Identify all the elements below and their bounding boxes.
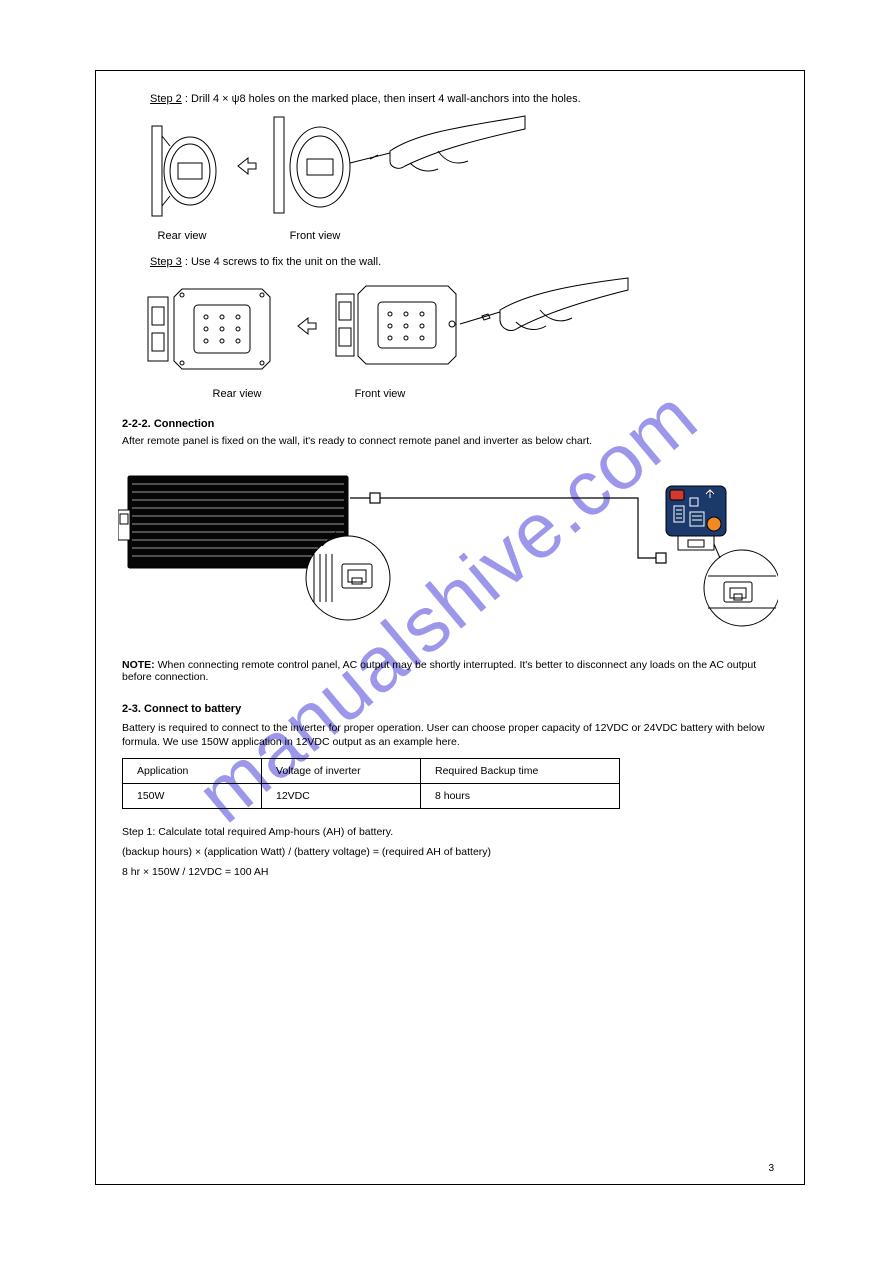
formula: (backup hours) × (application Watt) / (b… [122,845,778,859]
section-2-3-title: Connect to battery [144,703,241,715]
step3-title: Step 3 : Use 4 screws to fix the unit on… [150,256,778,268]
table-header-cell: Required Backup time [421,758,620,783]
drill-hand-icon [270,111,530,221]
step3-label: Step 3 [150,256,182,268]
screw-hand-icon [330,274,630,379]
connection-note: NOTE: When connecting remote control pan… [122,659,778,683]
table-row: 150W 12VDC 8 hours [123,783,620,808]
page-number: 3 [768,1163,774,1174]
table-cell: 150W [123,783,262,808]
wall-mount-rear-icon [142,121,222,221]
section-2-2-2-title: Connection [154,418,215,430]
example: 8 hr × 150W / 12VDC = 100 AH [122,865,778,879]
step2-label: Step 2 [150,93,182,105]
step2-title: Step 2 : Drill 4 × ψ8 holes on the marke… [150,93,778,105]
table-row: Application Voltage of inverter Required… [123,758,620,783]
arrow-left-icon [294,316,318,336]
note-label: NOTE: [122,659,155,671]
section-2-2-2: 2-2-2. Connection [122,418,778,430]
step2-rear-figure: Rear view [142,121,222,242]
step2-text: : Drill 4 × ψ8 holes on the marked place… [185,93,581,105]
connection-intro: After remote panel is fixed on the wall,… [122,434,778,448]
table-header-cell: Application [123,758,262,783]
content-frame: Step 2 : Drill 4 × ψ8 holes on the marke… [95,70,805,1185]
note-text: When connecting remote control panel, AC… [122,659,756,683]
step2-front-caption: Front view [100,230,530,242]
table-cell: 8 hours [421,783,620,808]
arrow-left-icon [234,156,258,176]
step3-text: : Use 4 screws to fix the unit on the wa… [185,256,381,268]
step1-calc: Step 1: Calculate total required Amp-hou… [122,825,778,839]
step2-front-figure: Front view [270,111,530,242]
battery-table: Application Voltage of inverter Required… [122,758,620,809]
step3-figure-row: Rear view [142,274,778,400]
connection-diagram [118,458,778,653]
inverter-to-panel-icon [118,458,778,648]
table-header-cell: Voltage of inverter [262,758,421,783]
step3-front-figure: Front view [330,274,630,400]
step3-rear-figure: Rear view [142,279,282,400]
battery-intro: Battery is required to connect to the in… [122,721,778,749]
step3-front-caption: Front view [130,388,630,400]
panel-rear-icon [142,279,282,379]
step2-figure-row: Rear view [142,111,778,242]
section-2-2-2-num: 2-2-2. [122,418,151,430]
page: manualshive.com Step 2 : Drill 4 × ψ8 ho… [0,0,893,1263]
section-2-3-num: 2-3. [122,703,141,715]
table-cell: 12VDC [262,783,421,808]
section-2-3: 2-3. Connect to battery [122,703,778,715]
